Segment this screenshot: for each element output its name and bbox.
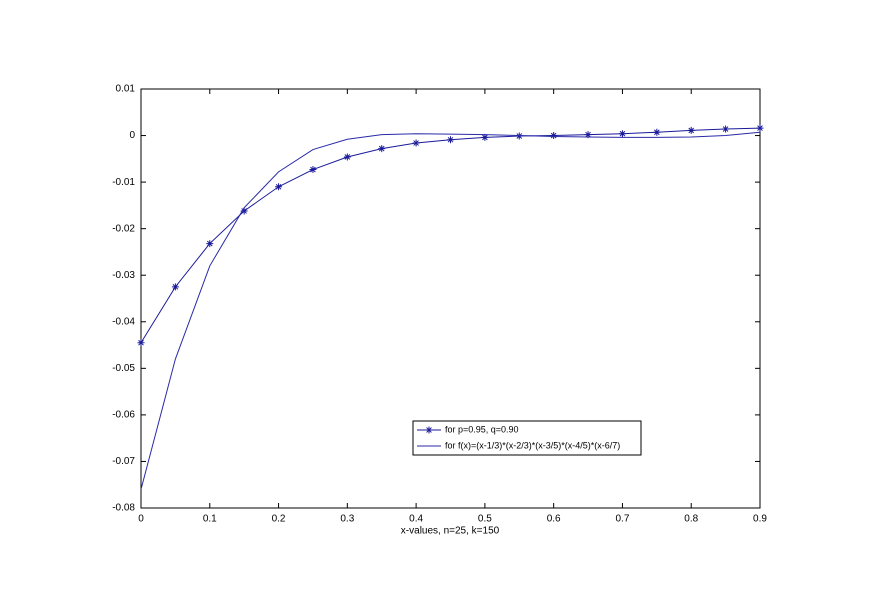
x-tick-label: 0.4 bbox=[409, 514, 423, 525]
marker bbox=[584, 131, 592, 139]
marker bbox=[275, 183, 283, 191]
marker bbox=[687, 126, 695, 134]
y-tick-label: -0.01 bbox=[112, 177, 135, 188]
marker bbox=[137, 339, 145, 347]
marker bbox=[343, 153, 351, 161]
marker bbox=[240, 207, 248, 215]
x-tick-label: 0.3 bbox=[340, 514, 354, 525]
y-tick-label: -0.05 bbox=[112, 363, 135, 374]
x-tick-label: 0.7 bbox=[615, 514, 629, 525]
x-tick-label: 0.6 bbox=[547, 514, 561, 525]
marker bbox=[378, 145, 386, 153]
y-tick-label: -0.07 bbox=[112, 456, 135, 467]
marker bbox=[550, 132, 558, 140]
plot-frame bbox=[140, 88, 761, 509]
legend-marker bbox=[425, 426, 433, 434]
marker bbox=[618, 130, 626, 138]
y-tick-label: -0.08 bbox=[112, 503, 135, 514]
x-tick-label: 0.1 bbox=[203, 514, 217, 525]
legend-box bbox=[412, 420, 642, 456]
x-tick-label: 0 bbox=[138, 514, 144, 525]
y-tick-label: 0 bbox=[129, 130, 135, 141]
marker bbox=[309, 166, 317, 174]
y-tick-label: -0.03 bbox=[112, 270, 135, 281]
marker bbox=[722, 125, 730, 133]
marker bbox=[412, 139, 420, 147]
marker bbox=[171, 283, 179, 291]
marker bbox=[447, 136, 454, 144]
marker bbox=[481, 133, 489, 141]
series-line bbox=[140, 131, 761, 490]
x-tick-label: 0.5 bbox=[478, 514, 492, 525]
x-axis-label: x-values, n=25, k=150 bbox=[401, 526, 500, 537]
legend-label: for f(x)=(x-1/3)*(x-2/3)*(x-3/5)*(x-4/5)… bbox=[445, 440, 620, 450]
x-tick-label: 0.2 bbox=[272, 514, 286, 525]
marker bbox=[653, 128, 661, 136]
y-tick-label: -0.06 bbox=[112, 410, 135, 421]
legend-label: for p=0.95, q=0.90 bbox=[445, 424, 519, 434]
y-tick-label: 0.01 bbox=[116, 84, 136, 95]
y-tick-label: -0.02 bbox=[112, 223, 135, 234]
marker bbox=[756, 124, 764, 132]
marker bbox=[206, 240, 214, 248]
x-tick-label: 0.8 bbox=[684, 514, 698, 525]
x-tick-label: 0.9 bbox=[753, 514, 767, 525]
y-tick-label: -0.04 bbox=[112, 316, 135, 327]
